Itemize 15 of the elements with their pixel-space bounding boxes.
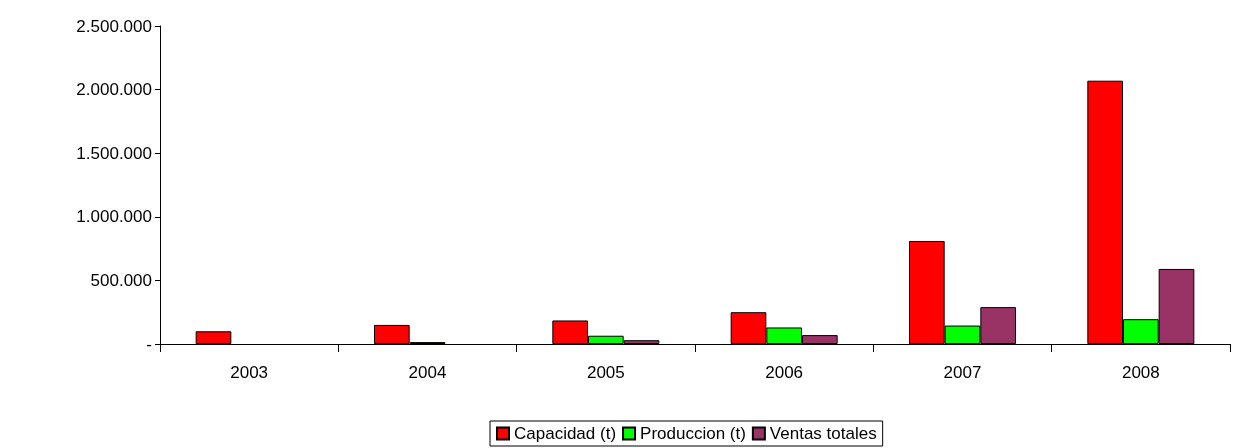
legend-label: Produccion (t): [640, 424, 746, 443]
y-tick-label: 500.000: [90, 270, 152, 290]
x-tick-label: 2005: [586, 363, 625, 382]
y-tick-label: 1.500.000: [76, 143, 152, 163]
x-tick-label: 2004: [408, 363, 447, 382]
y-tick-label: 2.500.000: [76, 16, 152, 36]
y-tick-label: 2.000.000: [76, 80, 152, 100]
x-tick-label: 2008: [1121, 363, 1160, 382]
y-tick-label: 1.000.000: [76, 207, 152, 227]
legend-label: Ventas totales: [769, 424, 877, 443]
x-tick-label: 2006: [765, 363, 804, 382]
x-tick-label: 2007: [943, 363, 982, 382]
y-tick-label: -: [146, 334, 152, 354]
x-tick-label: 2003: [230, 363, 269, 382]
legend-label: Capacidad (t): [514, 424, 617, 443]
